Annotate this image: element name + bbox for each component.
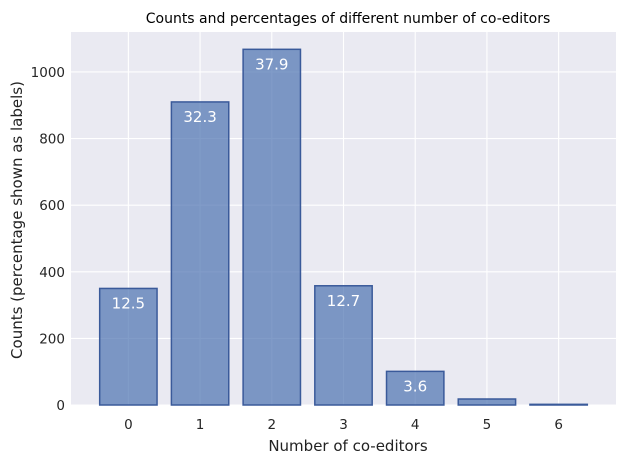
- y-tick-label: 1000: [31, 65, 65, 81]
- bar-3: [314, 285, 373, 406]
- y-tick-labels: 0 200 400 600 800 1000: [31, 65, 65, 414]
- x-axis-label: Number of co-editors: [268, 437, 428, 455]
- bar-5: [457, 398, 517, 406]
- x-tick-label: 4: [411, 417, 420, 433]
- bar-4: [385, 370, 445, 406]
- bar-percent-label: 32.3: [183, 108, 216, 126]
- bar-1: [170, 101, 230, 406]
- x-tick-label: 6: [554, 417, 563, 433]
- x-tick-label: 1: [196, 417, 205, 433]
- y-tick-label: 600: [39, 198, 65, 214]
- bar-percent-label: 12.5: [112, 294, 145, 312]
- x-tick-label: 3: [339, 417, 348, 433]
- x-tick-label: 5: [483, 417, 492, 433]
- bar-2: [242, 48, 302, 406]
- x-tick-labels: 0 1 2 3 4 5 6: [124, 417, 563, 433]
- x-tick-label: 2: [267, 417, 276, 433]
- bar-6: [529, 403, 589, 406]
- data-labels: 12.5 32.3 37.9 12.7 3.6: [112, 55, 427, 395]
- y-axis-label: Counts (percentage shown as labels): [8, 81, 26, 359]
- bar-percent-label: 3.6: [403, 377, 427, 395]
- chart-title: Counts and percentages of different numb…: [146, 11, 551, 27]
- bars: [98, 48, 589, 406]
- bar-percent-label: 12.7: [327, 292, 360, 310]
- bar-percent-label: 37.9: [255, 55, 288, 73]
- x-tick-label: 0: [124, 417, 133, 433]
- y-tick-label: 400: [39, 265, 65, 281]
- y-tick-label: 800: [39, 132, 65, 148]
- y-tick-label: 200: [39, 331, 65, 347]
- bar-0: [98, 287, 158, 406]
- y-tick-label: 0: [56, 398, 65, 414]
